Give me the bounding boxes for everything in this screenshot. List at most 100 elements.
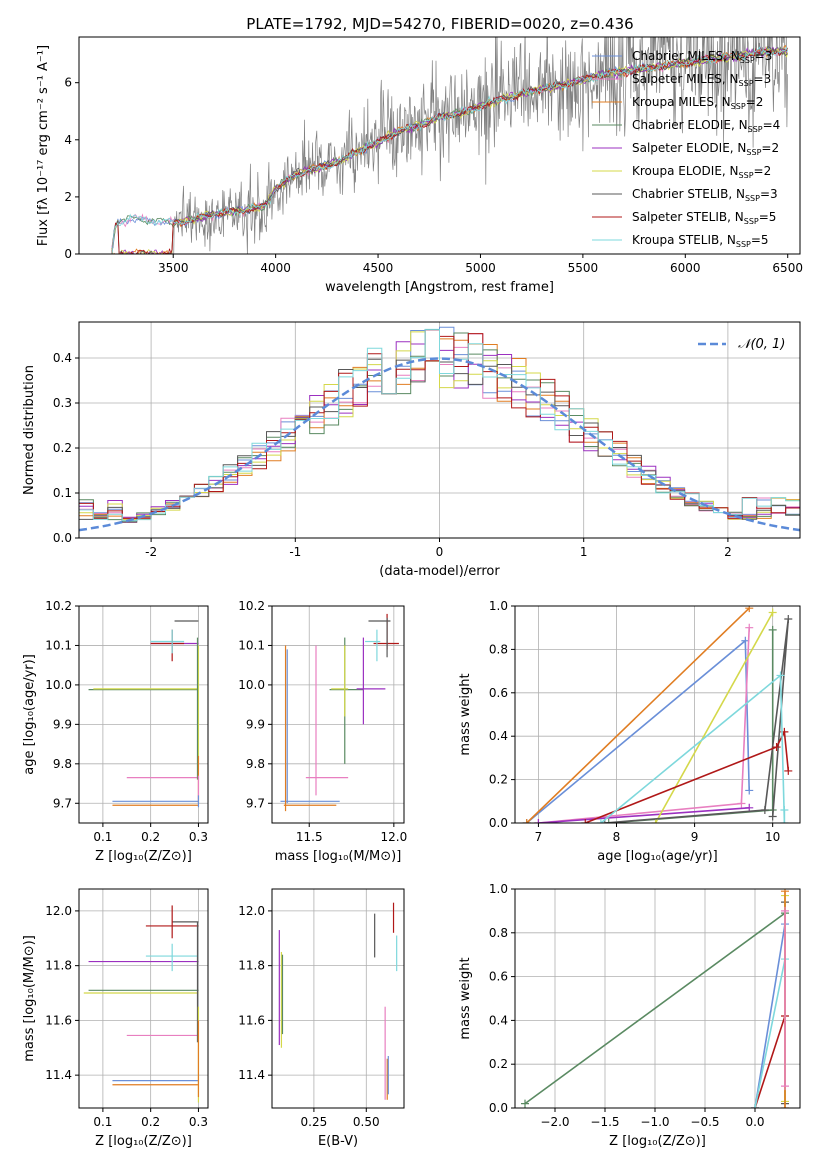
histogram-legend: 𝒩(0, 1) <box>698 337 785 352</box>
y-tick-label: 10.0 <box>45 678 72 692</box>
weight-line <box>526 607 750 823</box>
plot-area <box>521 889 789 1108</box>
weight-marker <box>772 743 781 752</box>
y-tick-label: 4 <box>64 133 72 147</box>
plot-area <box>83 905 200 1103</box>
y-tick-label: 10.2 <box>45 599 72 613</box>
plot-area <box>111 37 789 254</box>
chart-age-vs-mass: 11.5 12.0 9.7 9.8 9.9 10.0 10.1 10.2 mass [log₁₀… <box>238 599 407 864</box>
y-tick-label: 10.1 <box>45 638 72 652</box>
x-axis-label: mass [log₁₀(M/M⊙)] <box>275 849 402 864</box>
axes-frame <box>78 321 801 539</box>
axes-frame <box>514 888 801 1109</box>
y-tick-label: 0.8 <box>489 642 508 656</box>
weight-marker <box>596 819 605 823</box>
x-tick-label: 0.2 <box>141 830 160 844</box>
weight-line <box>526 639 750 823</box>
weight-line <box>538 807 750 823</box>
histogram-series <box>79 328 800 538</box>
x-axis-label: Z [log₁₀(Z/Z⊙)] <box>95 849 192 864</box>
y-axis-label: mass weight <box>458 673 473 755</box>
chart-weight-vs-age: 7 8 9 10 0.0 0.2 0.4 0.6 0.8 1.0 age [log₁₀(age/yr… <box>458 599 801 864</box>
x-tick-label: 4500 <box>363 261 394 275</box>
x-tick-label: 7 <box>535 830 543 844</box>
x-tick-label: 0.3 <box>189 830 208 844</box>
plot-area <box>280 613 399 812</box>
x-tick-label: 0.50 <box>353 1115 380 1129</box>
x-axis-label: Z [log₁₀(Z/Z⊙)] <box>609 1134 706 1149</box>
y-tick-label: 9.7 <box>53 796 72 810</box>
y-tick-label: 11.8 <box>238 959 265 973</box>
y-tick-label: 0.4 <box>53 351 72 365</box>
legend-entry: Kroupa MILES, NSSP=2 <box>632 95 763 111</box>
y-tick-label: 0.2 <box>53 441 72 455</box>
weight-line <box>604 618 790 823</box>
y-axis-label: age [log₁₀(age/yr)] <box>22 654 37 775</box>
legend-entry: Salpeter STELIB, NSSP=5 <box>632 210 776 226</box>
y-tick-label: 9.9 <box>246 717 265 731</box>
y-tick-label: 10.1 <box>238 638 265 652</box>
x-tick-label: 8 <box>613 830 621 844</box>
y-tick-label: 9.8 <box>246 757 265 771</box>
x-tick-label: -2 <box>145 545 157 559</box>
figure-title: PLATE=1792, MJD=54270, FIBERID=0020, z=0… <box>246 15 633 33</box>
y-tick-label: 12.0 <box>238 904 265 918</box>
x-tick-label: 10 <box>765 830 780 844</box>
chart-mass-vs-ebv: 0.25 0.50 11.4 11.6 11.8 12.0 E(B-V) <box>238 888 405 1149</box>
weight-marker <box>534 819 543 823</box>
legend-entry: Kroupa ELODIE, NSSP=2 <box>632 164 771 180</box>
y-tick-label: 9.8 <box>53 757 72 771</box>
weight-marker <box>760 805 769 814</box>
y-tick-label: 0.2 <box>489 773 508 787</box>
x-tick-label: 2 <box>724 545 732 559</box>
x-axis-label: E(B-V) <box>318 1134 358 1149</box>
x-tick-label: 5000 <box>465 261 496 275</box>
y-tick-label: 11.4 <box>238 1068 265 1082</box>
y-tick-label: 0 <box>64 247 72 261</box>
axes-frame <box>78 605 209 824</box>
y-tick-label: 0.1 <box>53 486 72 500</box>
x-tick-label: 0.1 <box>93 1115 112 1129</box>
y-tick-label: 0.4 <box>489 1013 508 1027</box>
y-tick-label: 11.6 <box>45 1013 72 1027</box>
weight-marker <box>745 606 754 613</box>
plot-area <box>278 902 398 1100</box>
chart-residual-histogram: -2 -1 0 1 2 0.0 0.1 0.2 0.3 0.4 (data-model)/error… <box>22 321 801 579</box>
x-tick-label: 11.5 <box>296 830 323 844</box>
axes-frame <box>514 605 801 824</box>
plot-area <box>88 620 200 808</box>
weight-marker <box>604 819 613 823</box>
y-tick-label: 0.0 <box>53 531 72 545</box>
x-axis-label: wavelength [Angstrom, rest frame] <box>325 280 554 295</box>
plot-area <box>522 606 793 823</box>
y-tick-label: 0.0 <box>489 1101 508 1115</box>
legend-entry: Chabrier STELIB, NSSP=3 <box>632 187 778 203</box>
x-axis-label: Z [log₁₀(Z/Z⊙)] <box>95 1134 192 1149</box>
y-tick-label: 0.8 <box>489 926 508 940</box>
x-tick-label: 12.0 <box>380 830 407 844</box>
x-tick-label: 6000 <box>670 261 701 275</box>
y-tick-label: 1.0 <box>489 599 508 613</box>
x-tick-label: −1.0 <box>640 1115 669 1129</box>
weight-marker <box>784 615 793 624</box>
y-tick-label: 0.6 <box>489 686 508 700</box>
x-tick-label: −1.5 <box>590 1115 619 1129</box>
y-tick-label: 9.7 <box>246 796 265 810</box>
y-tick-label: 0.6 <box>489 970 508 984</box>
axes-frame <box>78 36 801 255</box>
spectrum-legend: Chabrier MILES, NSSP=3 Salpeter MILES, NS… <box>592 49 780 249</box>
weight-marker <box>522 819 531 823</box>
weight-marker <box>768 812 777 821</box>
y-tick-label: 2 <box>64 190 72 204</box>
weight-line <box>754 958 786 1108</box>
x-tick-label: 0.2 <box>141 1115 160 1129</box>
x-tick-label: −0.5 <box>690 1115 719 1129</box>
x-tick-label: 0 <box>436 545 444 559</box>
chart-weight-vs-Z: −2.0 −1.5 −1.0 −0.5 0.0 0.0 0.2 0.4 0.6 0.8 1.0 Z [… <box>458 882 801 1149</box>
x-tick-label: 0.25 <box>301 1115 328 1129</box>
y-tick-label: 0.0 <box>489 816 508 830</box>
y-axis-label: Flux [fλ 10⁻¹⁷ erg cm⁻² s⁻¹ A⁻¹] <box>36 45 51 246</box>
y-tick-label: 9.9 <box>53 717 72 731</box>
y-tick-label: 1.0 <box>489 882 508 896</box>
